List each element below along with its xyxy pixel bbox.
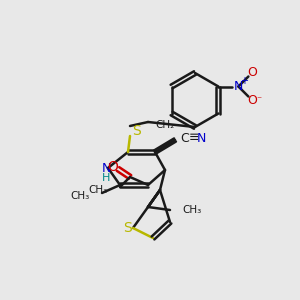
Text: O: O <box>248 94 257 107</box>
Text: N: N <box>234 80 243 93</box>
Text: CH₂: CH₂ <box>156 119 175 130</box>
Text: CH₃: CH₃ <box>182 205 201 215</box>
Text: S: S <box>123 221 131 235</box>
Text: ⁻: ⁻ <box>257 95 262 106</box>
Text: H: H <box>102 173 110 183</box>
Text: N: N <box>197 131 206 145</box>
Text: O: O <box>108 160 118 174</box>
Text: CH₃: CH₃ <box>71 191 90 201</box>
Text: O: O <box>248 66 257 79</box>
Text: N: N <box>101 161 111 175</box>
Text: +: + <box>240 76 248 85</box>
Text: C: C <box>180 131 189 145</box>
Text: CH₃: CH₃ <box>89 185 108 195</box>
Text: ≡: ≡ <box>189 131 200 145</box>
Text: S: S <box>132 124 141 138</box>
